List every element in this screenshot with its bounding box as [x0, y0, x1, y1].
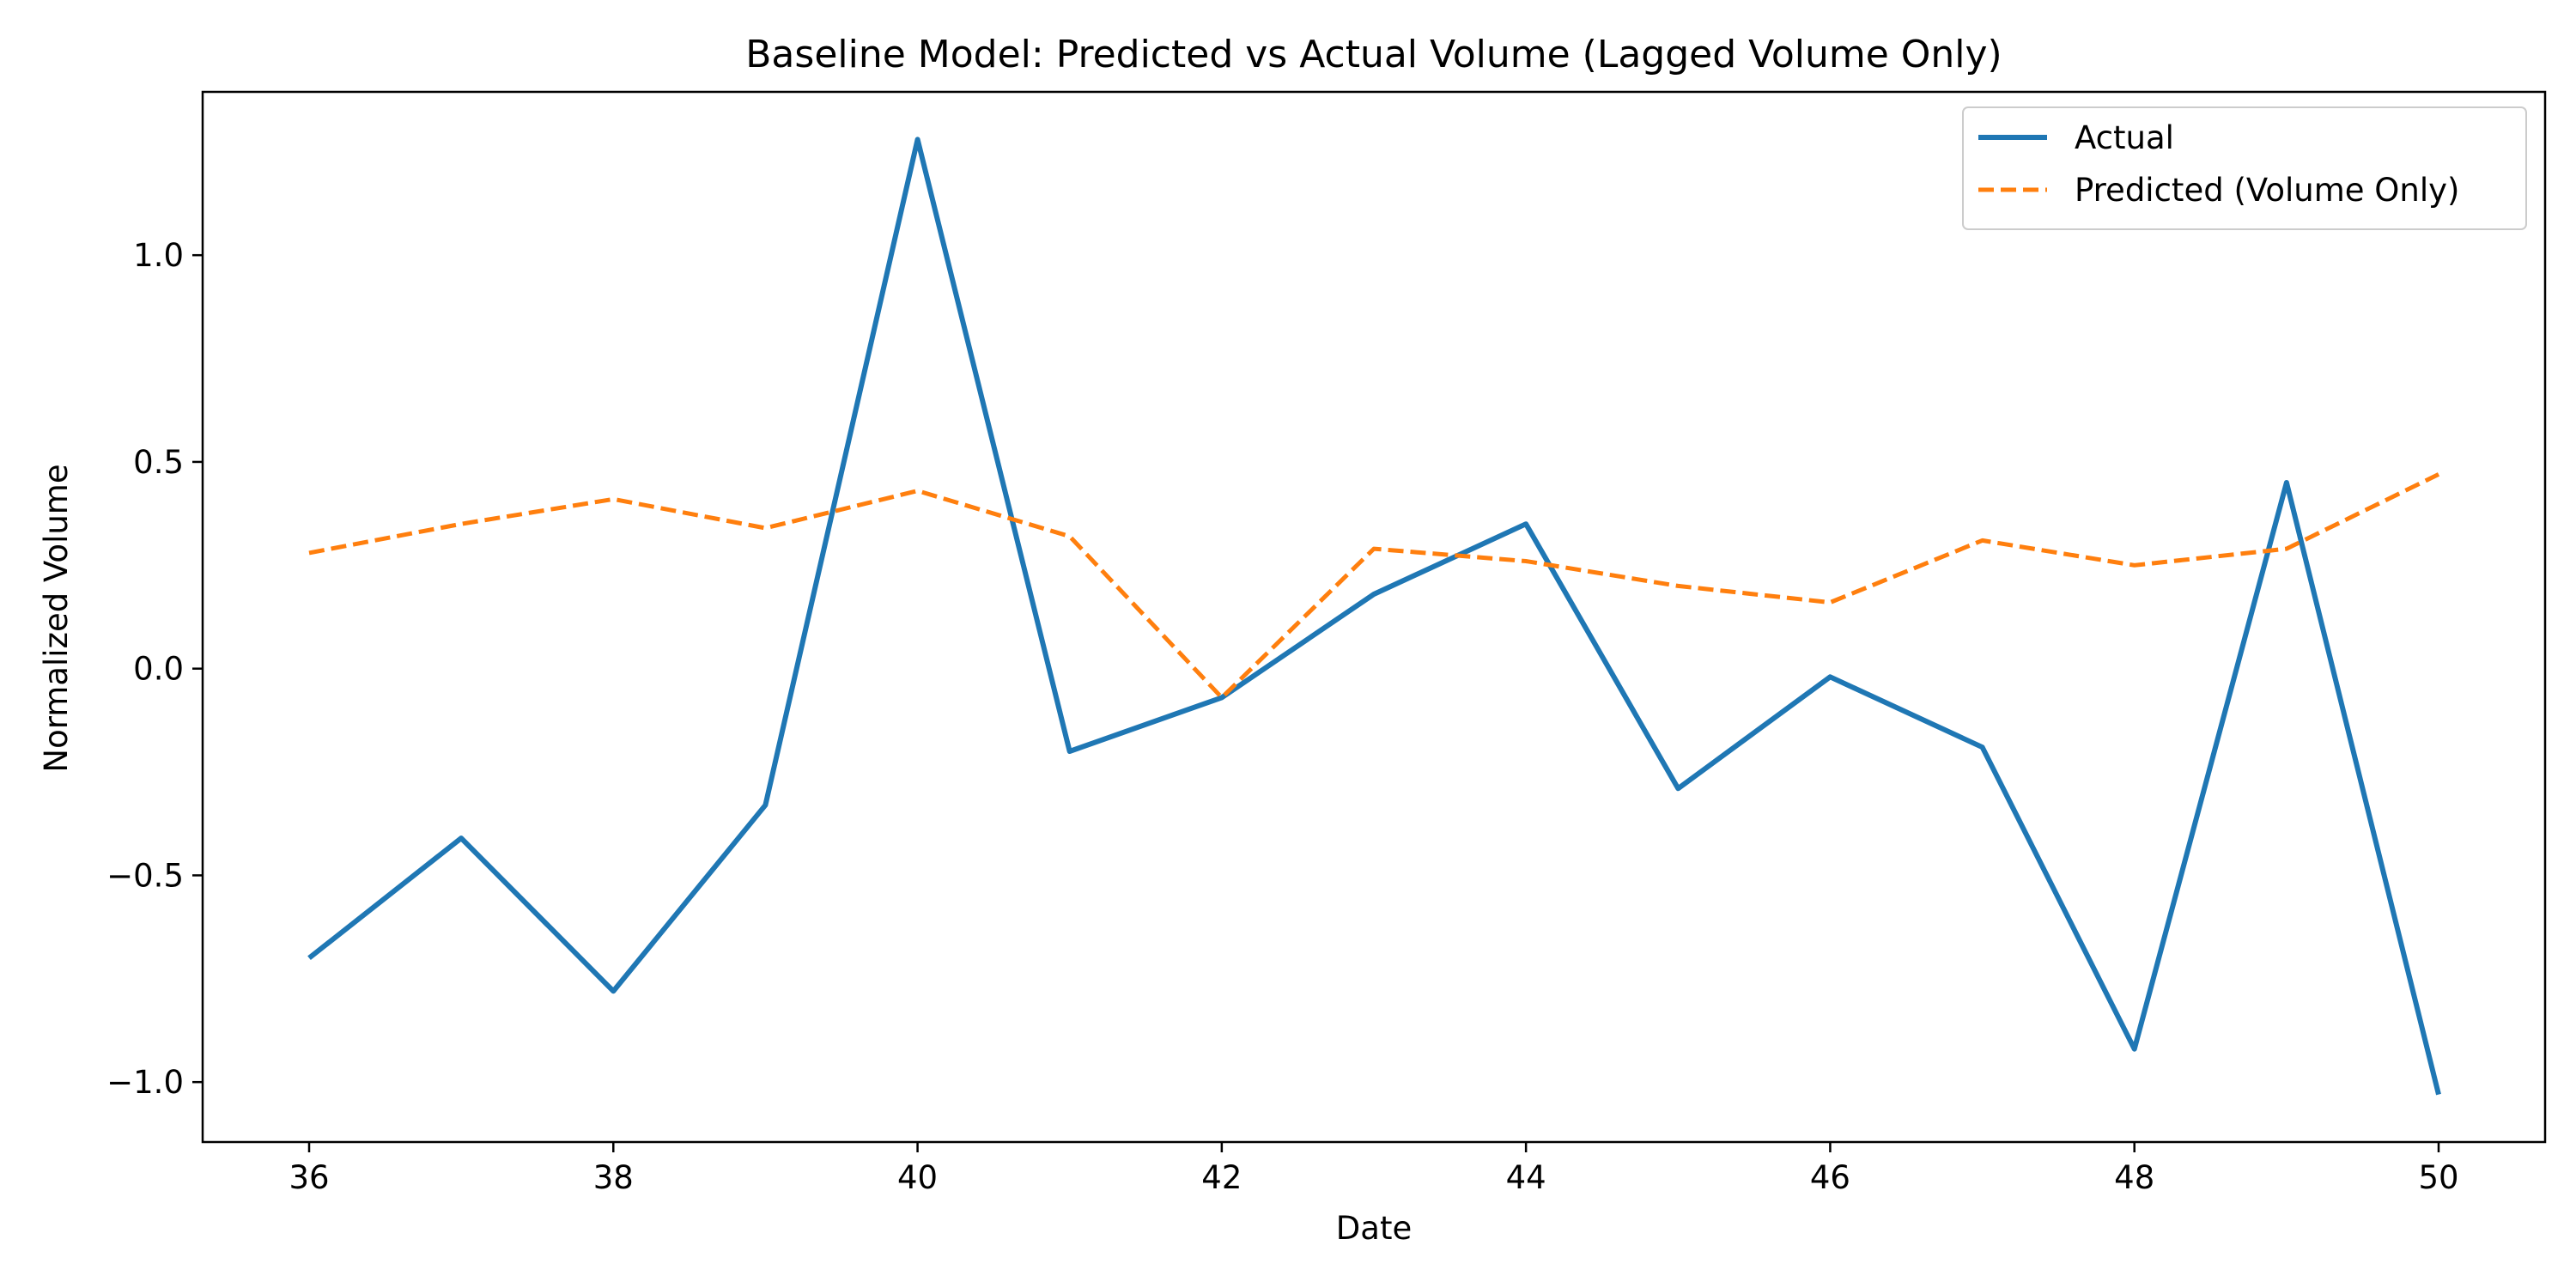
legend-label: Actual	[2075, 119, 2174, 156]
x-tick-label: 50	[2418, 1159, 2458, 1196]
legend-box	[1962, 106, 2527, 230]
y-tick-label: 0.5	[133, 444, 184, 481]
y-tick-label: 1.0	[133, 237, 184, 274]
x-tick-label: 48	[2114, 1159, 2154, 1196]
plot-frame	[201, 90, 2547, 1144]
legend-entries: Actual Predicted (Volume Only)	[1978, 119, 2459, 209]
x-axis-label: Date	[1336, 1210, 1412, 1247]
x-tick-label: 42	[1201, 1159, 1242, 1196]
x-tick-label: 38	[593, 1159, 634, 1196]
y-tick-label: 0.0	[133, 651, 184, 688]
x-tick-label: 44	[1506, 1159, 1546, 1196]
y-axis-label: Normalized Volume	[38, 464, 75, 772]
y-tick-label: −1.0	[106, 1064, 184, 1101]
x-tick-label: 40	[897, 1159, 938, 1196]
y-axis: −1.0 −0.5 0.0 0.5 1.0	[106, 237, 203, 1101]
series-layer	[307, 137, 2441, 1096]
legend: Actual Predicted (Volume Only)	[1962, 106, 2527, 230]
series-line-predicted	[308, 472, 2440, 700]
chart-title: Baseline Model: Predicted vs Actual Volu…	[745, 33, 2002, 76]
legend-label: Predicted (Volume Only)	[2075, 172, 2459, 209]
series-line-actual	[307, 137, 2441, 1096]
y-tick-label: −0.5	[106, 857, 184, 894]
plot-area	[201, 90, 2547, 1144]
x-tick-label: 36	[289, 1159, 329, 1196]
x-tick-label: 46	[1810, 1159, 1850, 1196]
x-axis: 36 38 40 42 44 46 48 50	[289, 1142, 2459, 1196]
